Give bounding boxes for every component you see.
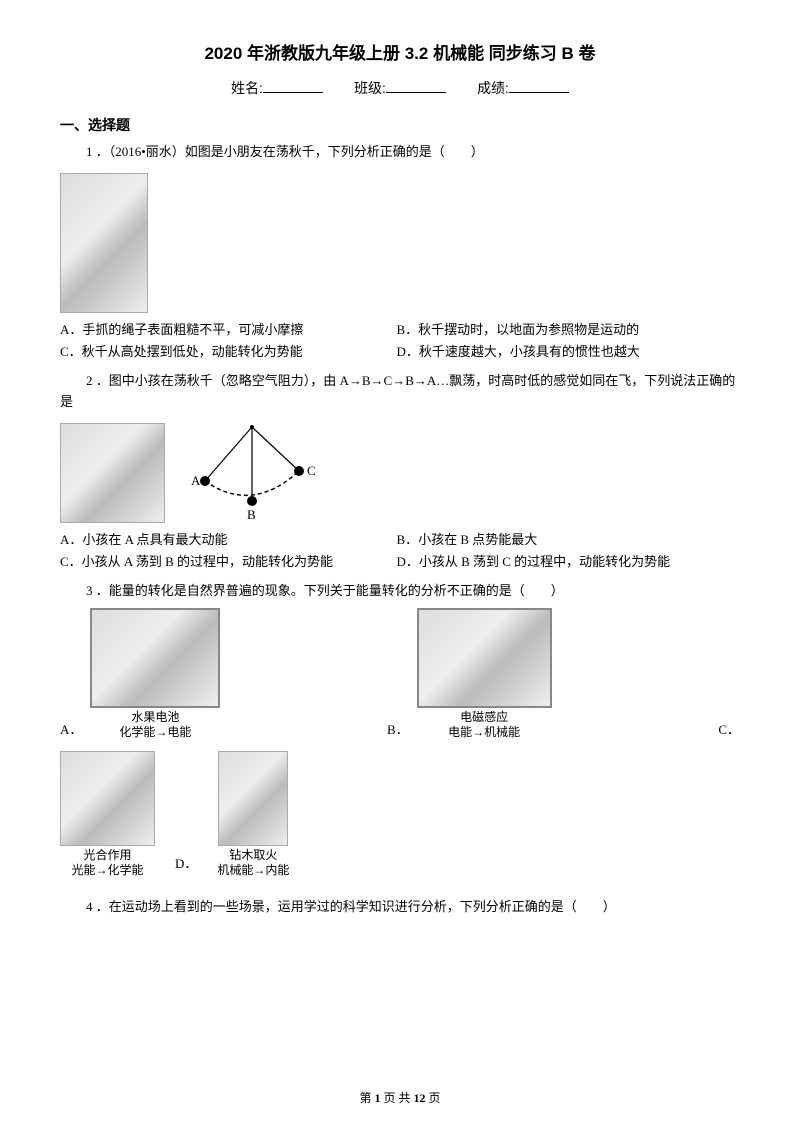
- score-blank[interactable]: [509, 77, 569, 93]
- svg-text:C: C: [307, 463, 316, 478]
- q2-opt-b: B．小孩在 B 点势能最大: [396, 529, 729, 551]
- name-label: 姓名:: [231, 80, 263, 96]
- q1-opt-d: D．秋千速度越大，小孩具有的惯性也越大: [396, 341, 729, 363]
- q3-caption-b1: 电磁感应: [417, 710, 552, 726]
- q1-options: A．手抓的绳子表面粗糙不平，可减小摩擦 B．秋千摆动时，以地面为参照物是运动的 …: [60, 319, 740, 363]
- q3-image-drill-fire: [218, 751, 288, 846]
- student-info-line: 姓名: 班级: 成绩:: [60, 77, 740, 99]
- footer-prefix: 第: [359, 1091, 374, 1105]
- q3-image-photosynthesis: [60, 751, 155, 846]
- q1-opt-c: C．秋千从高处摆到低处，动能转化为势能: [60, 341, 393, 363]
- q3-caption-a2: 化学能→电能: [90, 725, 220, 741]
- q3-caption-d1: 钻木取火: [217, 848, 289, 864]
- q1-stem: 1 ．（2016•丽水）如图是小朋友在荡秋千，下列分析正确的是（ ）: [60, 142, 740, 163]
- q3-opt-b: 电磁感应 电能→机械能: [417, 608, 552, 741]
- q3-opt-d-label: D．: [175, 854, 197, 879]
- q2-images-row: A B C: [60, 419, 740, 527]
- q1-opt-a: A．手抓的绳子表面粗糙不平，可减小摩擦: [60, 319, 393, 341]
- q3-caption-c1: 光合作用: [60, 848, 155, 864]
- q2-opt-c: C．小孩从 A 荡到 B 的过程中，动能转化为势能: [60, 551, 393, 573]
- q3-caption-a1: 水果电池: [90, 710, 220, 726]
- class-label: 班级:: [354, 80, 386, 96]
- q3-options-row2: 光合作用 光能→化学能 D． 钻木取火 机械能→内能: [60, 751, 740, 879]
- q4-stem: 4 ．在运动场上看到的一些场景，运用学过的科学知识进行分析，下列分析正确的是（ …: [60, 897, 740, 918]
- q3-opt-c: 光合作用 光能→化学能: [60, 751, 155, 879]
- q2-image-child-swing: [60, 423, 165, 523]
- q2-opt-d: D．小孩从 B 荡到 C 的过程中，动能转化为势能: [396, 551, 729, 573]
- score-label: 成绩:: [477, 80, 509, 96]
- page-footer: 第 1 页 共 12 页: [0, 1089, 800, 1108]
- footer-suffix: 页: [426, 1091, 441, 1105]
- q3-caption-b2: 电能→机械能: [417, 725, 552, 741]
- section-1-heading: 一、选择题: [60, 114, 740, 136]
- q3-opt-d: 钻木取火 机械能→内能: [217, 751, 289, 879]
- q2-options: A．小孩在 A 点具有最大动能 B．小孩在 B 点势能最大 C．小孩从 A 荡到…: [60, 529, 740, 573]
- footer-total: 12: [414, 1091, 426, 1105]
- q1-image-swing: [60, 173, 148, 313]
- svg-text:A: A: [191, 473, 201, 488]
- q3-caption-c2: 光能→化学能: [60, 863, 155, 879]
- q3-stem: 3 ．能量的转化是自然界普遍的现象。下列关于能量转化的分析不正确的是（ ）: [60, 581, 740, 602]
- q2-diagram-pendulum: A B C: [187, 419, 327, 524]
- page-title: 2020 年浙教版九年级上册 3.2 机械能 同步练习 B 卷: [60, 40, 740, 67]
- q3-opt-b-label: B．: [387, 720, 409, 741]
- q2-opt-a: A．小孩在 A 点具有最大动能: [60, 529, 393, 551]
- q3-image-fruit-battery: [90, 608, 220, 708]
- class-blank[interactable]: [386, 77, 446, 93]
- footer-mid: 页 共: [380, 1091, 413, 1105]
- q3-caption-d2: 机械能→内能: [217, 863, 289, 879]
- q3-opt-a: 水果电池 化学能→电能: [90, 608, 220, 741]
- q1-opt-b: B．秋千摆动时，以地面为参照物是运动的: [396, 319, 729, 341]
- q3-opt-c-label: C．: [718, 720, 740, 741]
- q3-image-em-induction: [417, 608, 552, 708]
- svg-text:B: B: [247, 507, 256, 522]
- q3-options-row1: A． 水果电池 化学能→电能 B． 电磁感应 电能→机械能 C．: [60, 608, 740, 741]
- q3-opt-a-label: A．: [60, 720, 82, 741]
- q2-stem: 2 ．图中小孩在荡秋千（忽略空气阻力），由 A→B→C→B→A…飘荡，时高时低的…: [60, 371, 740, 413]
- name-blank[interactable]: [263, 77, 323, 93]
